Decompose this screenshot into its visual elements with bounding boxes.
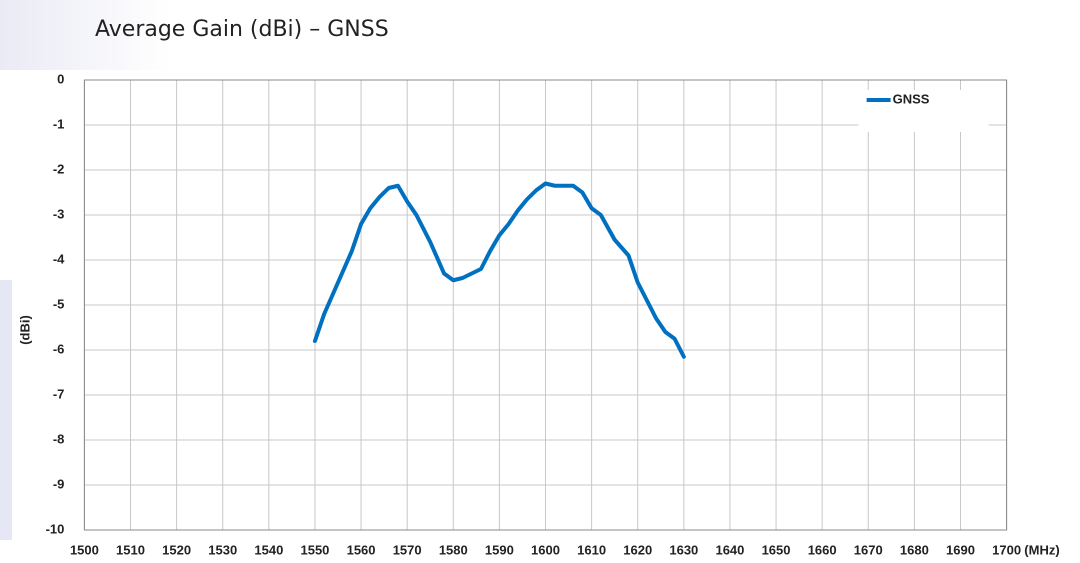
legend-box — [858, 90, 989, 132]
x-tick-label: 1580 — [439, 542, 468, 557]
y-tick-label: -7 — [53, 386, 65, 401]
x-tick-label: 1640 — [715, 542, 744, 557]
plot-frame — [83, 79, 1008, 531]
x-tick-label: 1630 — [669, 542, 698, 557]
decoration — [0, 280, 12, 540]
y-tick-label: -2 — [53, 161, 65, 176]
y-tick-label: -9 — [53, 476, 65, 491]
y-tick-label: 0 — [57, 71, 64, 86]
y-tick-label: -1 — [53, 116, 65, 131]
x-tick-label: 1650 — [762, 542, 791, 557]
data-line — [312, 181, 686, 359]
x-tick-label: 1590 — [485, 542, 514, 557]
y-tick-label: -5 — [53, 296, 65, 311]
x-tick-label: 1560 — [347, 542, 376, 557]
y-tick-label: -6 — [53, 341, 65, 356]
y-tick-label: -10 — [46, 521, 65, 536]
x-tick-label: 1620 — [623, 542, 652, 557]
y-tick-label: -4 — [53, 251, 65, 266]
x-tick-label: 1510 — [116, 542, 145, 557]
x-tick-label: 1670 — [854, 542, 883, 557]
x-tick-label: 1700 — [992, 542, 1021, 557]
x-tick-label: 1660 — [808, 542, 837, 557]
decoration — [0, 0, 170, 70]
legend-label: GNSS — [893, 91, 930, 106]
x-tick-label: 1540 — [254, 542, 283, 557]
x-tick-label: 1610 — [577, 542, 606, 557]
x-tick-label: 1530 — [208, 542, 237, 557]
x-tick-label: 1520 — [162, 542, 191, 557]
x-tick-label: 1600 — [531, 542, 560, 557]
y-tick-label: -8 — [53, 431, 65, 446]
x-tick-label: 1500 — [70, 542, 99, 557]
x-tick-label: 1570 — [393, 542, 422, 557]
chart-title: Average Gain (dBi) – GNSS — [95, 17, 389, 42]
x-tick-label: 1690 — [946, 542, 975, 557]
x-axis-label: (MHz) — [1024, 542, 1059, 557]
y-tick-label: -3 — [53, 206, 65, 221]
x-tick-label: 1680 — [900, 542, 929, 557]
y-axis-label: (dBi) — [17, 315, 32, 345]
x-tick-label: 1550 — [300, 542, 329, 557]
